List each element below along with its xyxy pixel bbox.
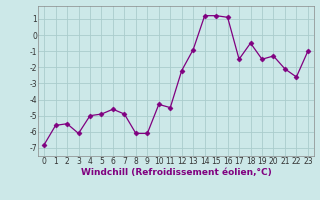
X-axis label: Windchill (Refroidissement éolien,°C): Windchill (Refroidissement éolien,°C)	[81, 168, 271, 177]
